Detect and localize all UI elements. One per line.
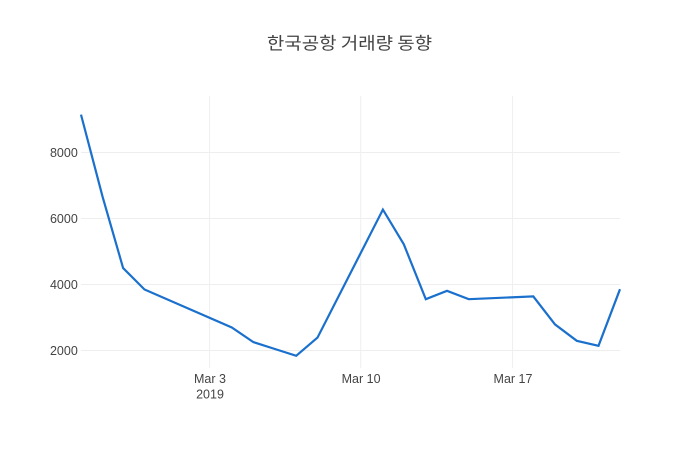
svg-text:6000: 6000 [50, 212, 78, 226]
svg-text:Mar 10: Mar 10 [342, 372, 381, 386]
svg-text:Mar 3: Mar 3 [194, 372, 226, 386]
svg-text:2019: 2019 [196, 388, 224, 402]
svg-text:4000: 4000 [50, 278, 78, 292]
svg-text:Mar 17: Mar 17 [494, 372, 533, 386]
svg-text:8000: 8000 [50, 146, 78, 160]
svg-text:2000: 2000 [50, 344, 78, 358]
